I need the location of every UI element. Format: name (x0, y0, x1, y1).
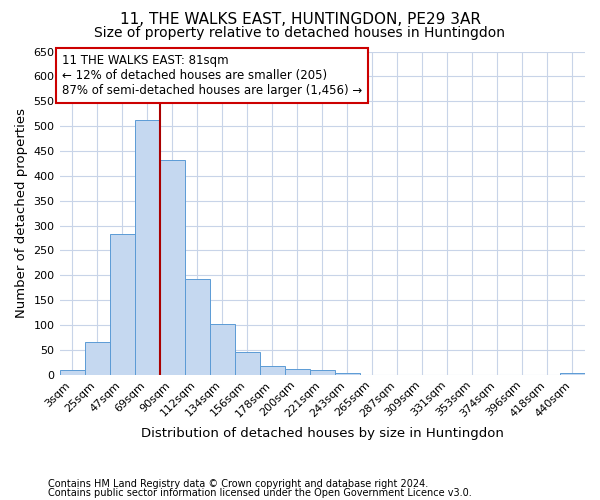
Bar (335, 373, 360, 375)
Text: Size of property relative to detached houses in Huntingdon: Size of property relative to detached ho… (95, 26, 505, 40)
Y-axis label: Number of detached properties: Number of detached properties (15, 108, 28, 318)
Text: Contains public sector information licensed under the Open Government Licence v3: Contains public sector information licen… (48, 488, 472, 498)
Text: Contains HM Land Registry data © Crown copyright and database right 2024.: Contains HM Land Registry data © Crown c… (48, 479, 428, 489)
Bar (560, 374, 585, 375)
Bar (85, 342, 110, 375)
Text: 11, THE WALKS EAST, HUNTINGDON, PE29 3AR: 11, THE WALKS EAST, HUNTINGDON, PE29 3AR (119, 12, 481, 28)
Bar (160, 160, 185, 375)
Bar (209, 324, 235, 375)
Bar (185, 280, 209, 375)
Bar (235, 352, 260, 375)
Bar (59, 370, 85, 375)
Bar (110, 234, 134, 375)
Bar (260, 366, 285, 375)
Bar (285, 370, 310, 375)
Bar (310, 370, 335, 375)
Text: 11 THE WALKS EAST: 81sqm
← 12% of detached houses are smaller (205)
87% of semi-: 11 THE WALKS EAST: 81sqm ← 12% of detach… (62, 54, 362, 97)
Bar (134, 120, 160, 375)
X-axis label: Distribution of detached houses by size in Huntingdon: Distribution of detached houses by size … (141, 427, 504, 440)
